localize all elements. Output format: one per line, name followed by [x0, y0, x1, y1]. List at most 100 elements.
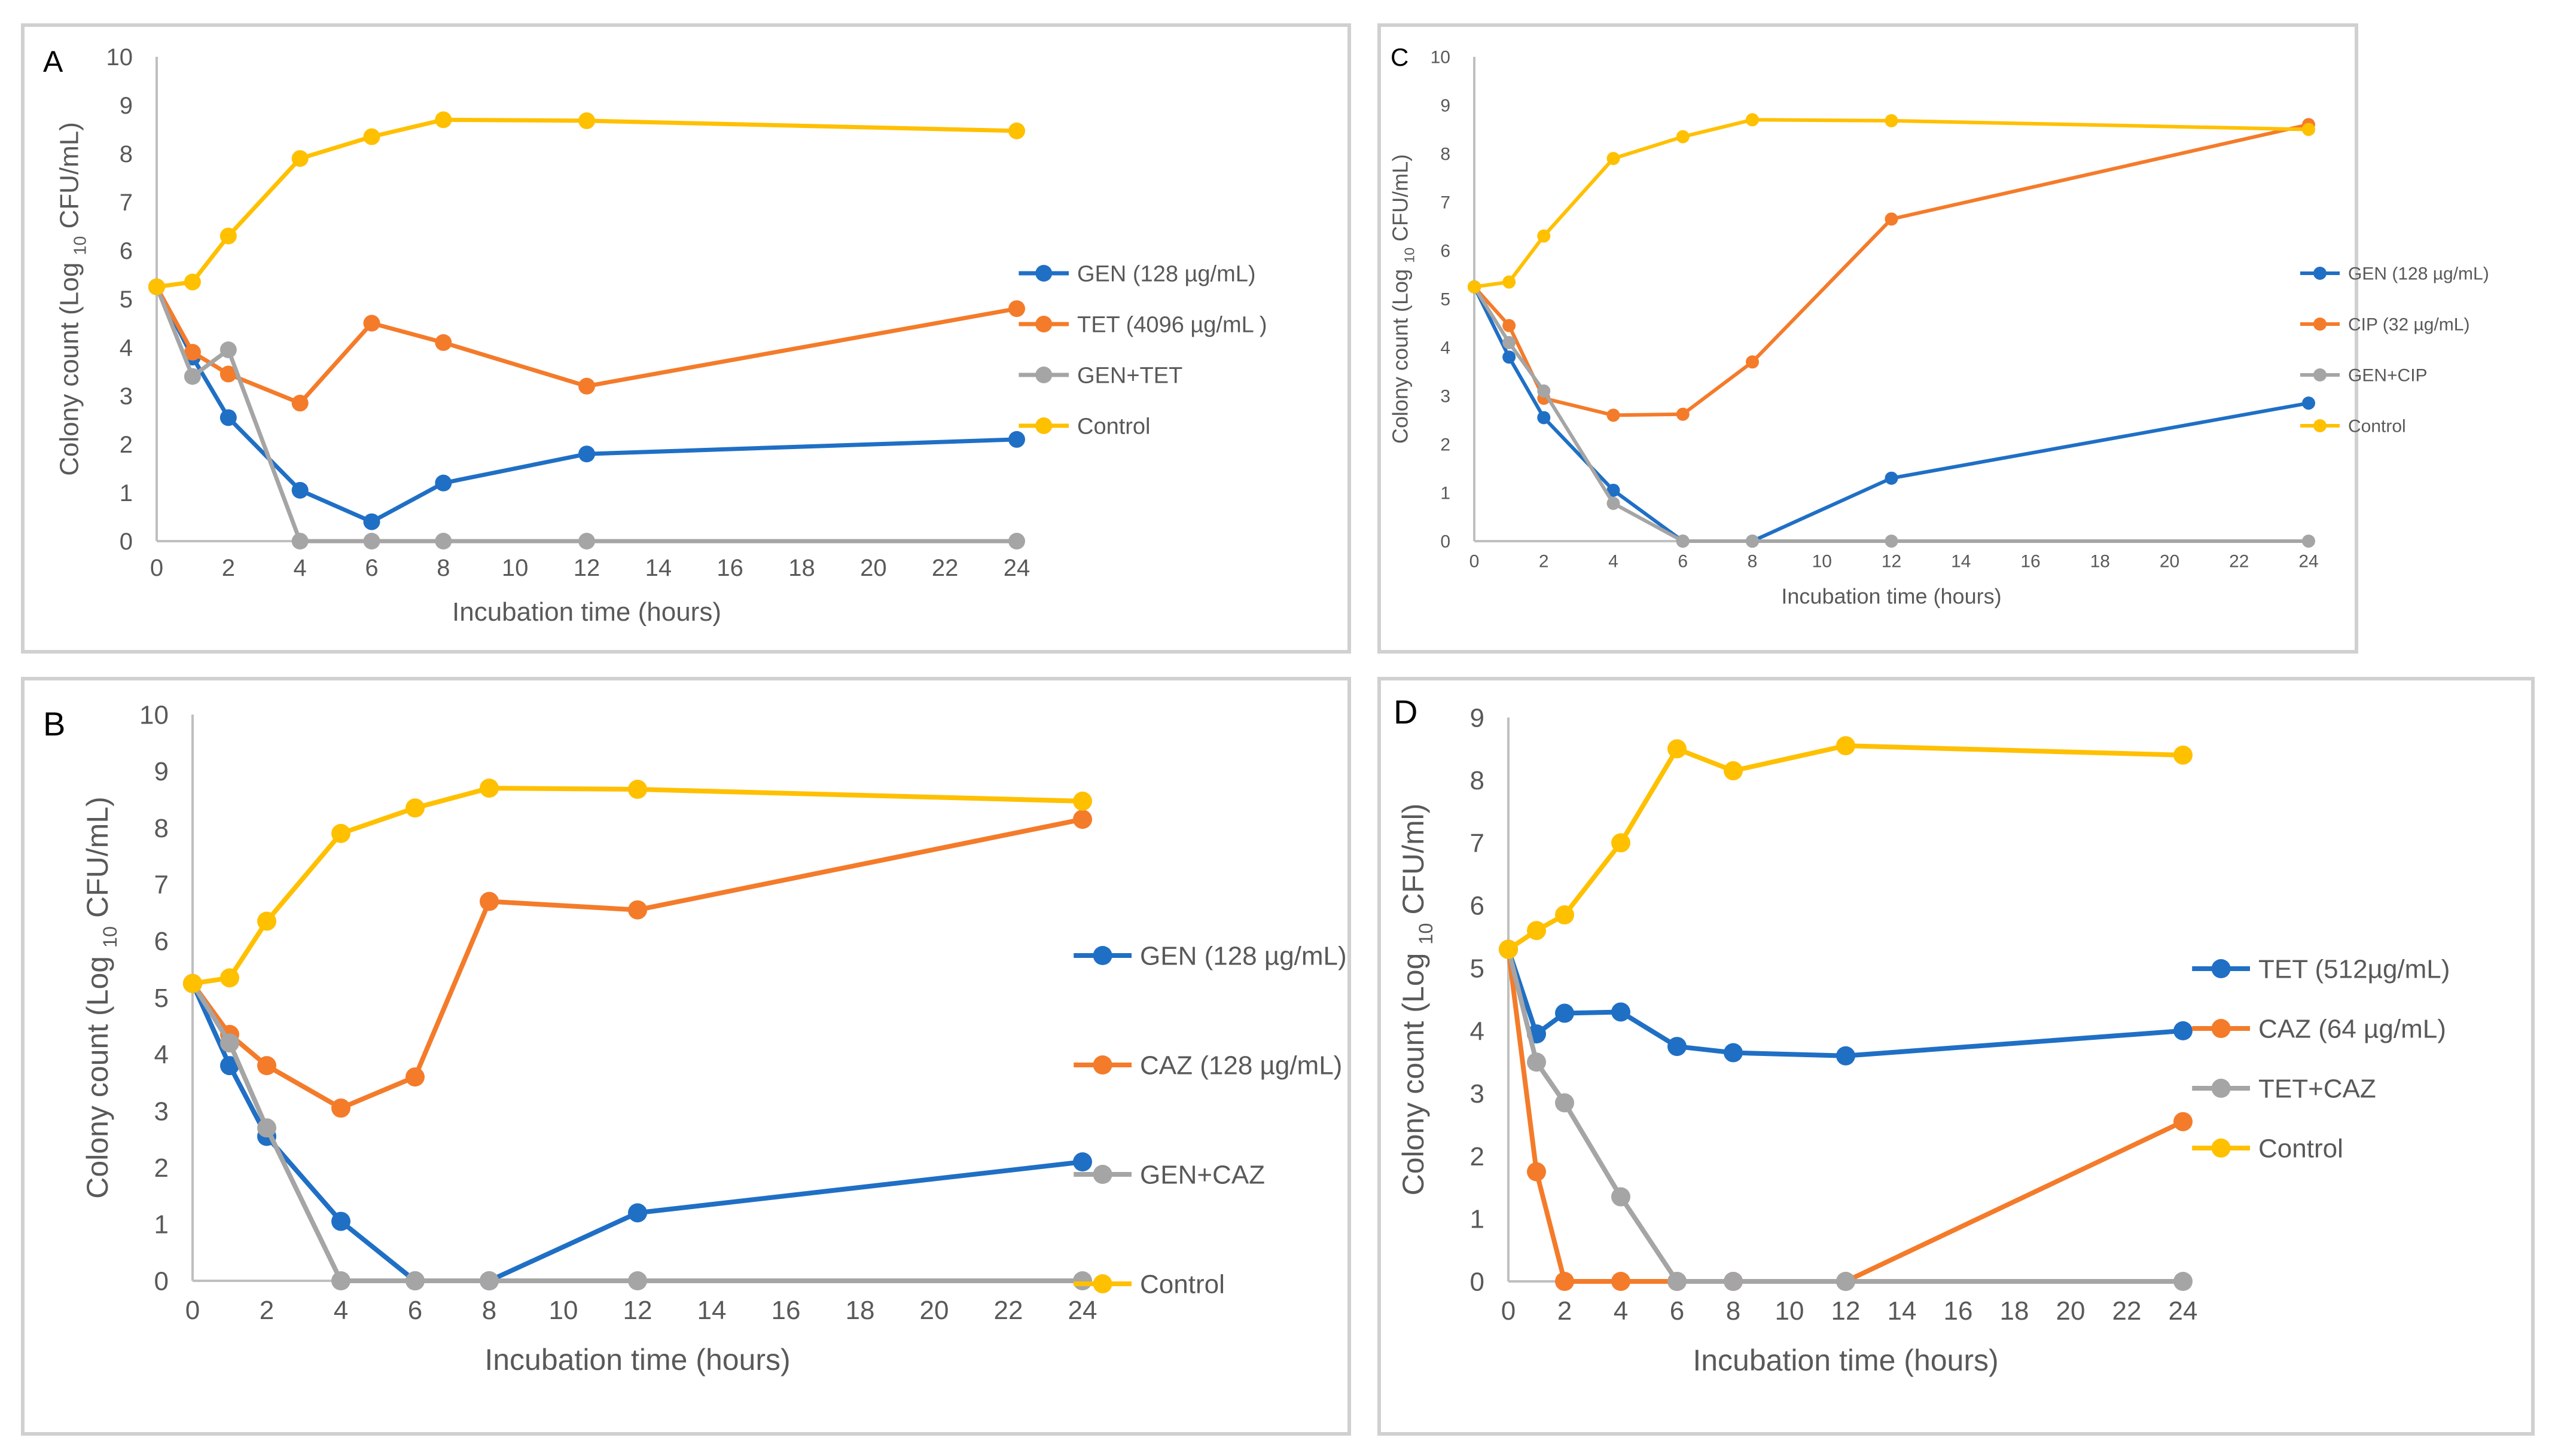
data-point: [1724, 761, 1743, 781]
x-tick-label: 10: [502, 555, 529, 581]
series-line: [190, 982, 1083, 1283]
data-point: [405, 1067, 425, 1087]
data-point: [1606, 496, 1620, 510]
y-axis-title-subscript: 10: [71, 236, 90, 255]
data-point: [1885, 471, 1898, 485]
legend-label: TET (4096 µg/mL ): [1077, 312, 1267, 337]
data-point: [1836, 1272, 1855, 1291]
data-point: [1073, 1152, 1092, 1172]
x-tick-label: 2: [260, 1296, 274, 1325]
legend-marker: [1035, 367, 1053, 383]
x-tick-label: 16: [772, 1296, 801, 1325]
data-point: [2173, 1112, 2193, 1131]
data-point: [405, 1271, 425, 1290]
y-axis-title: Colony count (Log 10 CFU/ml): [1397, 804, 1437, 1196]
legend-label: GEN+TET: [1077, 363, 1182, 388]
legend-entry: CAZ (128 µg/mL): [1074, 1051, 1342, 1080]
x-tick-label: 20: [2056, 1296, 2086, 1326]
series-line: [156, 117, 1017, 289]
legend-entry: CAZ (64 µg/mL): [2192, 1014, 2446, 1043]
x-axis-title: Incubation time (hours): [1693, 1344, 1998, 1377]
y-tick-label: 5: [154, 984, 169, 1013]
legend-label: Control: [1140, 1269, 1225, 1299]
x-tick-label: 6: [1670, 1296, 1684, 1326]
data-point: [291, 533, 309, 550]
data-point: [1611, 833, 1630, 853]
legend-entry: Control: [1074, 1269, 1225, 1299]
y-tick-label: 7: [1440, 193, 1450, 213]
y-tick-label: 6: [1440, 242, 1450, 261]
x-tick-label: 20: [2160, 552, 2179, 572]
data-point: [291, 481, 309, 499]
y-tick-label: 6: [154, 927, 169, 956]
x-tick-label: 24: [2169, 1296, 2198, 1326]
series-line: [190, 982, 1083, 1283]
data-point: [257, 1056, 276, 1076]
data-point: [1537, 411, 1551, 425]
x-tick-label: 22: [932, 555, 959, 581]
data-point: [1073, 1271, 1092, 1290]
data-point: [1527, 1052, 1546, 1072]
y-axis-title: Colony count (Log 10 CFU/mL): [54, 122, 90, 476]
x-tick-label: 20: [860, 555, 887, 581]
x-tick-label: 20: [920, 1296, 949, 1325]
y-tick-label: 9: [120, 93, 133, 119]
data-point: [363, 513, 380, 530]
y-tick-label: 1: [154, 1210, 169, 1240]
data-point: [363, 315, 380, 332]
x-axis-title: Incubation time (hours): [452, 597, 721, 627]
legend-marker: [1035, 417, 1053, 434]
x-tick-label: 22: [994, 1296, 1023, 1325]
legend-marker: [2211, 1019, 2231, 1038]
panel-letter: C: [1391, 43, 1408, 71]
y-tick-label: 4: [1440, 338, 1450, 358]
series-gen-cip: [1468, 280, 2315, 548]
data-point: [1008, 122, 1025, 139]
x-tick-label: 14: [1951, 552, 1971, 572]
y-tick-label: 3: [1440, 387, 1450, 407]
x-tick-label: 16: [2020, 552, 2040, 572]
data-point: [219, 341, 237, 359]
data-point: [148, 278, 165, 295]
y-axis-title-suffix: CFU/mL): [81, 796, 114, 926]
legend-marker: [1093, 1165, 1112, 1184]
data-point: [1667, 1037, 1687, 1057]
x-axis-title: Incubation time (hours): [1781, 584, 2001, 609]
y-tick-label: 1: [1440, 484, 1450, 503]
data-point: [435, 111, 452, 129]
panel-letter: A: [43, 45, 63, 78]
panel-border: [1377, 677, 2535, 1436]
y-tick-label: 0: [1440, 532, 1450, 552]
x-tick-label: 12: [1882, 552, 1901, 572]
y-tick-label: 4: [120, 335, 133, 361]
data-point: [2302, 535, 2315, 548]
x-tick-label: 24: [2298, 552, 2318, 572]
legend-entry: Control: [1019, 414, 1151, 439]
data-point: [1885, 212, 1898, 226]
data-point: [219, 365, 237, 383]
legend-entry: GEN+CAZ: [1074, 1160, 1265, 1189]
legend-marker: [1035, 265, 1053, 282]
data-point: [220, 968, 239, 988]
y-tick-label: 10: [139, 700, 169, 729]
y-tick-label: 9: [1440, 96, 1450, 116]
data-point: [2173, 1021, 2193, 1040]
x-axis-title: Incubation time (hours): [484, 1343, 790, 1376]
y-tick-label: 1: [120, 480, 133, 506]
data-point: [480, 892, 499, 911]
series-line: [154, 286, 1017, 524]
x-tick-label: 14: [697, 1296, 727, 1325]
data-point: [1537, 229, 1551, 243]
legend-marker: [2211, 959, 2231, 978]
legend-marker: [2211, 1079, 2231, 1098]
y-axis-title-subscript: 10: [1415, 923, 1437, 945]
legend-entry: TET+CAZ: [2192, 1074, 2376, 1103]
x-tick-label: 8: [482, 1296, 496, 1325]
x-tick-label: 12: [574, 555, 600, 581]
data-point: [1606, 152, 1620, 166]
data-point: [1537, 384, 1551, 398]
panel-letter: B: [43, 705, 65, 743]
data-point: [220, 1056, 239, 1076]
